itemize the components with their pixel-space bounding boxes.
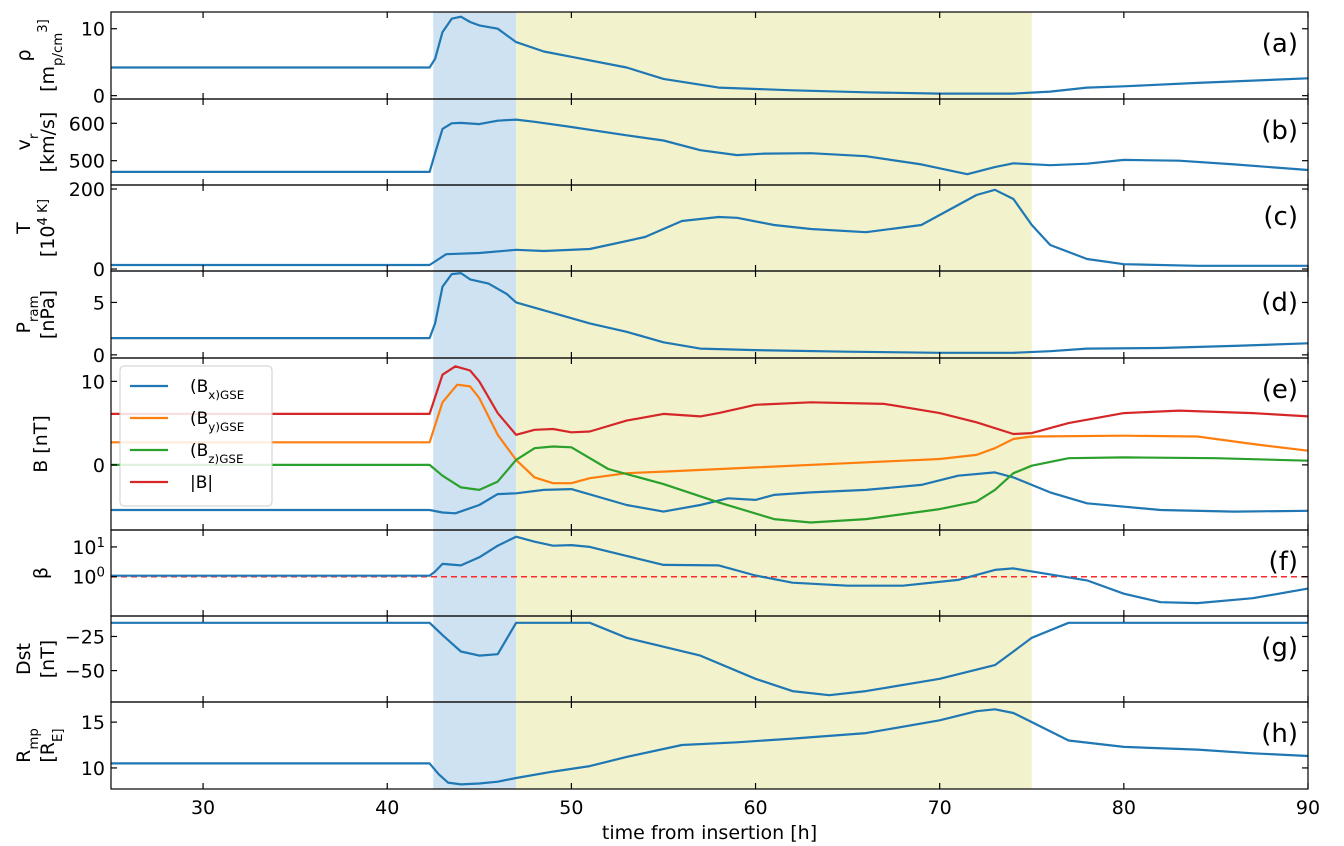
- panel-h: 10 15 (h) Rmp[RE]: [13, 701, 1309, 790]
- legend: (Bx)GSE (By)GSE (Bz)GSE |B|: [119, 365, 273, 507]
- series-line-h-1: [111, 708, 1309, 786]
- y-tick-label: −50: [65, 661, 105, 683]
- y-axis-label-a: [mp/cm3]: [36, 19, 66, 92]
- y-tick-label: 600: [69, 113, 105, 135]
- highlight-region-1: [433, 12, 517, 789]
- y-axis-label-d: Pram: [13, 295, 42, 333]
- series-line-d-1: [111, 272, 1309, 354]
- x-tick-label: 70: [928, 797, 952, 819]
- series-line-g-1: [111, 621, 1308, 697]
- panel-e: 0 10 (e) B [nT] (Bx)GSE (By)GSE (Bz)GSE |B|: [30, 357, 1309, 531]
- legend-box: [119, 365, 273, 507]
- y-tick-label: 100: [72, 565, 105, 589]
- y-axis-label-h: [RE]: [37, 728, 66, 762]
- y-tick-label: 0: [93, 345, 105, 367]
- y-axis-label-e: B [nT]: [30, 415, 52, 473]
- y-tick-label: 10: [81, 371, 105, 393]
- x-tick-label: 50: [559, 797, 583, 819]
- panel-label-h: (h): [1261, 719, 1298, 749]
- panel-label-d: (d): [1261, 288, 1298, 318]
- y-tick-label: 10: [81, 758, 105, 780]
- legend-entry: (By)GSE: [190, 409, 244, 434]
- series-line-c-1: [111, 188, 1308, 267]
- y-axis-label-c: [104 K]: [36, 199, 60, 257]
- x-tick-label: 80: [1112, 797, 1136, 819]
- y-tick-label: 10: [81, 19, 105, 41]
- y-tick-label: 5: [93, 292, 105, 314]
- panel-g: −25 −50 (g) Dst [nT]: [13, 615, 1309, 703]
- x-tick-label: 90: [1296, 797, 1320, 819]
- x-tick-label: 40: [375, 797, 399, 819]
- panel-label-e: (e): [1262, 375, 1298, 405]
- y-tick-label: 15: [81, 712, 105, 734]
- panel-label-c: (c): [1263, 202, 1298, 232]
- panel-b: 500 600 (b) vr[km/s]: [13, 98, 1309, 186]
- panel-c: 0 200 (c) T [104 K]: [13, 179, 1309, 281]
- series-line-f-1: [111, 535, 1309, 605]
- x-axis-label: time from insertion [h]: [602, 822, 817, 844]
- series-line-e-4: [111, 365, 1309, 436]
- y-tick-label: 200: [69, 179, 105, 201]
- y-tick-label: 101: [72, 535, 105, 559]
- panel-label-a: (a): [1262, 29, 1298, 59]
- y-axis-label-d: [nPa]: [37, 290, 59, 339]
- series-line-e-3: [111, 445, 1309, 524]
- y-axis-label-g: [nT]: [37, 640, 59, 678]
- y-tick-label: 0: [93, 86, 105, 108]
- y-axis-label-a: ρ: [13, 49, 35, 61]
- x-tick-label: 30: [191, 797, 215, 819]
- panel-label-g: (g): [1261, 633, 1298, 663]
- series-line-a-1: [111, 15, 1309, 95]
- y-axis-label-h: Rmp: [13, 728, 42, 763]
- y-axis-label-b: vr: [13, 133, 42, 150]
- series-line-b-1: [111, 118, 1309, 176]
- panel-label-f: (f): [1269, 547, 1298, 577]
- legend-entry: |B|: [190, 473, 213, 493]
- y-tick-label: −25: [65, 626, 105, 648]
- legend-entry: (Bx)GSE: [190, 377, 244, 402]
- panel-frame-h: [110, 701, 1309, 790]
- x-tick-label: 60: [743, 797, 767, 819]
- y-tick-label: 500: [69, 151, 105, 173]
- y-axis-label-g: Dst: [13, 643, 35, 675]
- y-axis-label-c: T: [13, 222, 35, 235]
- series-line-e-1: [111, 471, 1309, 515]
- panel-label-b: (b): [1261, 116, 1298, 146]
- y-axis-label-f: β: [30, 567, 52, 579]
- y-tick-label: 0: [93, 259, 105, 281]
- y-axis-label-b: [km/s]: [37, 112, 59, 173]
- legend-entry: (Bz)GSE: [190, 441, 243, 466]
- y-tick-label: 0: [93, 455, 105, 477]
- highlight-region-2: [516, 12, 1032, 789]
